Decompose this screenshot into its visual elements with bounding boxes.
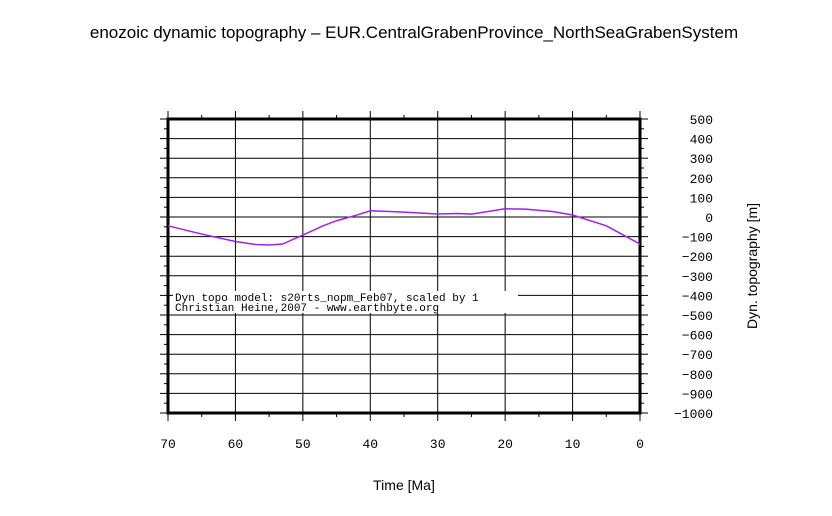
x-tick-label: 0 bbox=[636, 437, 644, 452]
x-tick-label: 30 bbox=[430, 437, 446, 452]
y-tick-label: 400 bbox=[690, 133, 713, 148]
y-tick-label: −300 bbox=[682, 270, 713, 285]
y-tick-label: −1000 bbox=[674, 407, 713, 422]
y-tick-label: 300 bbox=[690, 152, 713, 167]
grid bbox=[167, 118, 641, 414]
y-tick-label: 100 bbox=[690, 191, 713, 206]
y-tick-label: 0 bbox=[705, 211, 713, 226]
y-tick-label: 200 bbox=[690, 172, 713, 187]
x-tick-labels: 70 60 50 40 30 20 10 0 bbox=[160, 437, 644, 452]
chart-title: enozoic dynamic topography – EUR.Central… bbox=[90, 23, 738, 42]
y-tick-label: −800 bbox=[682, 368, 713, 383]
y-tick-label: 500 bbox=[690, 113, 713, 128]
annotation-background bbox=[173, 291, 518, 313]
series-line bbox=[167, 208, 641, 246]
y-tick-label: −100 bbox=[682, 231, 713, 246]
y-tick-labels: 500 400 300 200 100 0 −100 −200 −300 −400 −500 −600… bbox=[674, 113, 713, 422]
y-tick-label: −900 bbox=[682, 387, 713, 402]
y-tick-label: −500 bbox=[682, 309, 713, 324]
plot-frame bbox=[166, 117, 642, 415]
x-tick-label: 10 bbox=[565, 437, 581, 452]
annotation-credit: Christian Heine,2007 - www.earthbyte.org bbox=[175, 303, 439, 315]
x-tick-label: 40 bbox=[362, 437, 378, 452]
x-tick-label: 20 bbox=[497, 437, 513, 452]
y-tick-label: −700 bbox=[682, 348, 713, 363]
y-tick-label: −600 bbox=[682, 329, 713, 344]
annotation-model: Dyn topo model: s20rts_nopm_Feb07, scale… bbox=[175, 293, 479, 305]
ticks bbox=[160, 111, 648, 421]
x-tick-label: 50 bbox=[295, 437, 311, 452]
x-tick-label: 60 bbox=[228, 437, 244, 452]
y-axis-label: Dyn. topography [m] bbox=[744, 203, 760, 329]
y-tick-label: −200 bbox=[682, 250, 713, 265]
x-axis-label: Time [Ma] bbox=[373, 477, 435, 493]
y-tick-label: −400 bbox=[682, 289, 713, 304]
x-tick-label: 70 bbox=[160, 437, 176, 452]
